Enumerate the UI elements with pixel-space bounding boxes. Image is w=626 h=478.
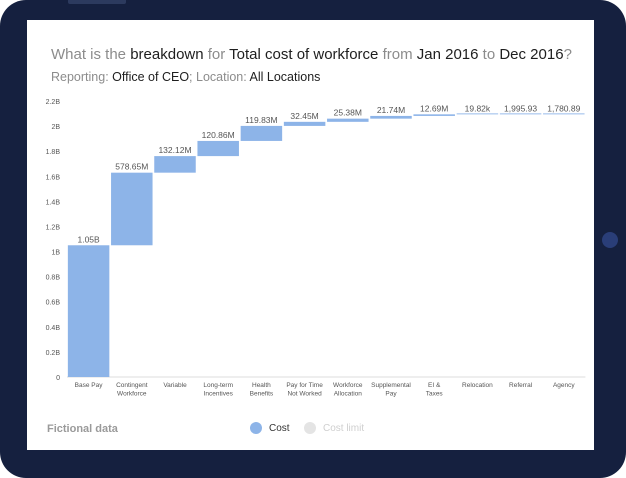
x-tick-label-line: Benefits: [250, 391, 274, 398]
y-tick-label: 2.2B: [46, 99, 61, 106]
waterfall-chart: 0 0.2B 0.4B 0.6B 0.8B 1B 1.2B 1.4B 1.6B 1.8B 2B 2.2…: [46, 99, 586, 398]
tablet-home-button: [602, 232, 618, 248]
x-tick-label-line: Incentives: [204, 391, 234, 398]
title-start-date[interactable]: Jan 2016: [416, 46, 479, 63]
x-tick-label-line: EI &: [428, 382, 441, 389]
x-tick-label-line: Allocation: [334, 391, 363, 398]
title-q3: from: [378, 46, 417, 63]
legend-item-cost[interactable]: Cost: [250, 422, 290, 434]
y-tick-label: 0.8B: [46, 275, 61, 282]
tablet-screen: What is the breakdown for Total cost of …: [27, 20, 594, 450]
x-tick-label-line: Not Worked: [287, 391, 322, 398]
bar-value-label: 119.83M: [245, 115, 277, 125]
waterfall-bar[interactable]: [456, 113, 499, 115]
waterfall-bar[interactable]: [370, 115, 412, 119]
x-tick-label: Long-term Incentives: [203, 382, 233, 398]
waterfall-bar[interactable]: [499, 113, 542, 115]
x-tick-label-line: Supplemental: [371, 382, 411, 389]
x-tick-label: Base Pay: [75, 382, 104, 389]
bar-value-label: 19.82k: [465, 103, 491, 113]
y-tick-label: 0.4B: [46, 325, 61, 332]
y-tick-label: 0.2B: [46, 350, 61, 357]
waterfall-bar[interactable]: [327, 118, 369, 122]
x-tick-label-line: Relocation: [462, 382, 493, 389]
x-tick-label-line: Referral: [509, 382, 533, 389]
bar-value-label: 25.38M: [334, 108, 362, 118]
x-tick-label-line: Workforce: [117, 391, 147, 398]
x-tick-label: Relocation: [462, 382, 493, 389]
y-tick-label: 1B: [51, 250, 60, 257]
bar-value-label: 578.65M: [115, 162, 148, 172]
y-tick-label: 1.8B: [46, 149, 61, 156]
legend-item-cost-limit[interactable]: Cost limit: [304, 422, 364, 434]
y-tick-label: 1.2B: [46, 224, 61, 231]
chart-subtitle: Reporting: Office of CEO; Location: All …: [51, 70, 320, 84]
x-tick-label: Variable: [163, 382, 187, 389]
x-tick-label: Contingent Workforce: [116, 382, 148, 398]
y-tick-label: 1.6B: [46, 174, 61, 181]
tablet-top-button: [68, 0, 126, 4]
waterfall-bar[interactable]: [197, 140, 239, 157]
bar-value-label: 132.12M: [158, 145, 191, 155]
title-q5: ?: [563, 46, 572, 63]
fictional-data-note: Fictional data: [47, 423, 118, 435]
y-tick-label: 1.4B: [46, 199, 61, 206]
chart-title: What is the breakdown for Total cost of …: [51, 46, 572, 63]
legend-dot-cost: [250, 422, 262, 434]
x-tick-label-line: Long-term: [203, 382, 233, 389]
location-value[interactable]: All Locations: [249, 70, 321, 84]
title-q4: to: [478, 46, 500, 63]
title-q2: for: [203, 46, 230, 63]
bar-value-label: 21.74M: [377, 105, 405, 115]
y-tick-label: 0.6B: [46, 300, 61, 307]
x-tick-label-line: Variable: [163, 382, 187, 389]
legend-label-cost-limit: Cost limit: [323, 422, 365, 434]
bar-value-label: 1.05B: [77, 234, 100, 244]
subtitle-separator: ;: [189, 70, 196, 84]
x-tick-label: Referral: [509, 382, 533, 389]
legend-label-cost: Cost: [269, 422, 290, 434]
waterfall-bar[interactable]: [543, 113, 585, 115]
waterfall-bar[interactable]: [413, 114, 455, 116]
title-end-date[interactable]: Dec 2016: [499, 46, 564, 63]
x-tick-label-line: Agency: [553, 382, 575, 389]
x-tick-label-line: Workforce: [333, 382, 363, 389]
waterfall-bar[interactable]: [67, 245, 110, 377]
waterfall-bar[interactable]: [240, 125, 283, 141]
x-tick-label-line: Pay for Time: [286, 382, 323, 389]
waterfall-bar[interactable]: [154, 156, 196, 173]
location-label: Location:: [196, 70, 250, 84]
x-tick-label-line: Contingent: [116, 382, 148, 389]
x-tick-label-line: Base Pay: [75, 382, 104, 389]
x-tick-label-line: Pay: [385, 391, 397, 398]
bar-value-label: 1,995.93: [504, 103, 537, 113]
y-tick-label: 2B: [51, 124, 60, 131]
x-tick-label-line: Health: [252, 382, 271, 389]
y-tick-label: 0: [56, 375, 60, 382]
x-tick-label-line: Taxes: [426, 391, 444, 398]
x-tick-label: Supplemental Pay: [371, 382, 411, 398]
x-tick-label: Agency: [553, 382, 575, 389]
bar-value-label: 1,780.89: [547, 103, 580, 113]
reporting-value[interactable]: Office of CEO: [112, 70, 190, 84]
x-tick-label: Pay for Time Not Worked: [286, 382, 323, 398]
bar-value-label: 12.69M: [420, 103, 448, 113]
waterfall-bar[interactable]: [111, 172, 153, 246]
title-metric[interactable]: Total cost of workforce: [229, 46, 379, 63]
x-tick-label: EI & Taxes: [426, 382, 444, 398]
waterfall-bar[interactable]: [283, 121, 326, 126]
title-measure[interactable]: breakdown: [130, 46, 204, 63]
title-q1: What is the: [51, 46, 131, 63]
bar-value-label: 32.45M: [290, 111, 318, 121]
reporting-label: Reporting:: [51, 70, 113, 84]
x-tick-label: Health Benefits: [250, 382, 274, 398]
bar-value-label: 120.86M: [202, 130, 235, 140]
legend-dot-cost-limit: [304, 422, 316, 434]
x-tick-label: Workforce Allocation: [333, 382, 363, 398]
